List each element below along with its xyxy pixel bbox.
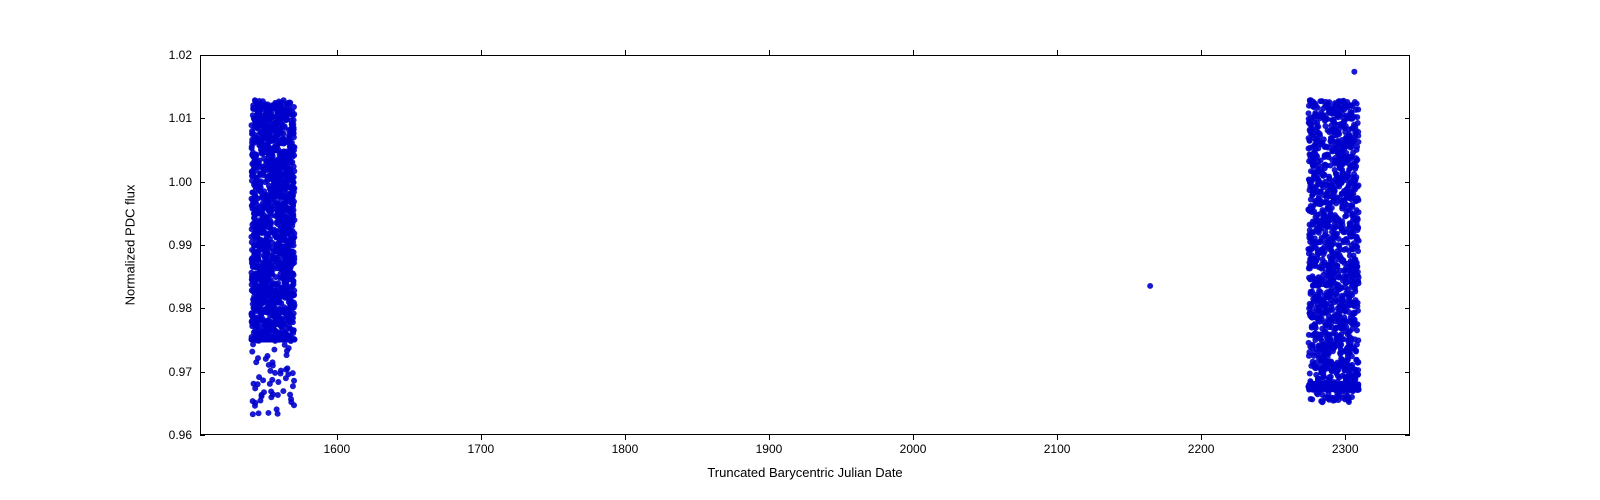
chart-container xyxy=(200,55,1410,435)
y-tick-mark xyxy=(200,372,205,373)
x-tick-mark xyxy=(1201,435,1202,440)
y-tick-label: 0.96 xyxy=(169,428,192,442)
y-tick-mark xyxy=(1405,372,1410,373)
x-tick-mark xyxy=(481,50,482,55)
y-tick-label: 1.00 xyxy=(169,175,192,189)
y-tick-mark xyxy=(200,55,205,56)
x-tick-mark xyxy=(913,435,914,440)
x-tick-mark xyxy=(1057,50,1058,55)
x-tick-label: 1900 xyxy=(756,442,783,456)
y-tick-mark xyxy=(200,118,205,119)
x-tick-mark xyxy=(1057,435,1058,440)
x-tick-mark xyxy=(769,435,770,440)
x-tick-mark xyxy=(1345,435,1346,440)
x-tick-mark xyxy=(1201,50,1202,55)
scatter-plot xyxy=(201,56,1409,434)
y-tick-label: 0.97 xyxy=(169,365,192,379)
y-tick-label: 1.01 xyxy=(169,111,192,125)
y-tick-mark xyxy=(200,182,205,183)
x-tick-label: 1600 xyxy=(323,442,350,456)
x-tick-mark xyxy=(769,50,770,55)
x-tick-mark xyxy=(625,50,626,55)
y-tick-mark xyxy=(200,245,205,246)
y-tick-mark xyxy=(1405,308,1410,309)
x-tick-mark xyxy=(913,50,914,55)
x-tick-mark xyxy=(625,435,626,440)
x-tick-mark xyxy=(337,50,338,55)
x-tick-mark xyxy=(1345,50,1346,55)
x-tick-label: 2000 xyxy=(900,442,927,456)
plot-area xyxy=(200,55,1410,435)
x-tick-label: 2200 xyxy=(1188,442,1215,456)
y-tick-mark xyxy=(200,308,205,309)
y-tick-mark xyxy=(1405,55,1410,56)
y-tick-mark xyxy=(1405,435,1410,436)
y-axis-label: Normalized PDC flux xyxy=(123,185,138,306)
y-tick-label: 1.02 xyxy=(169,48,192,62)
y-tick-mark xyxy=(1405,118,1410,119)
x-tick-label: 1700 xyxy=(468,442,495,456)
x-axis-label: Truncated Barycentric Julian Date xyxy=(707,465,902,480)
x-tick-mark xyxy=(481,435,482,440)
y-tick-mark xyxy=(1405,245,1410,246)
y-tick-label: 0.98 xyxy=(169,301,192,315)
y-tick-label: 0.99 xyxy=(169,238,192,252)
x-tick-label: 2300 xyxy=(1332,442,1359,456)
x-tick-mark xyxy=(337,435,338,440)
y-tick-mark xyxy=(200,435,205,436)
x-tick-label: 1800 xyxy=(612,442,639,456)
y-tick-mark xyxy=(1405,182,1410,183)
x-tick-label: 2100 xyxy=(1044,442,1071,456)
